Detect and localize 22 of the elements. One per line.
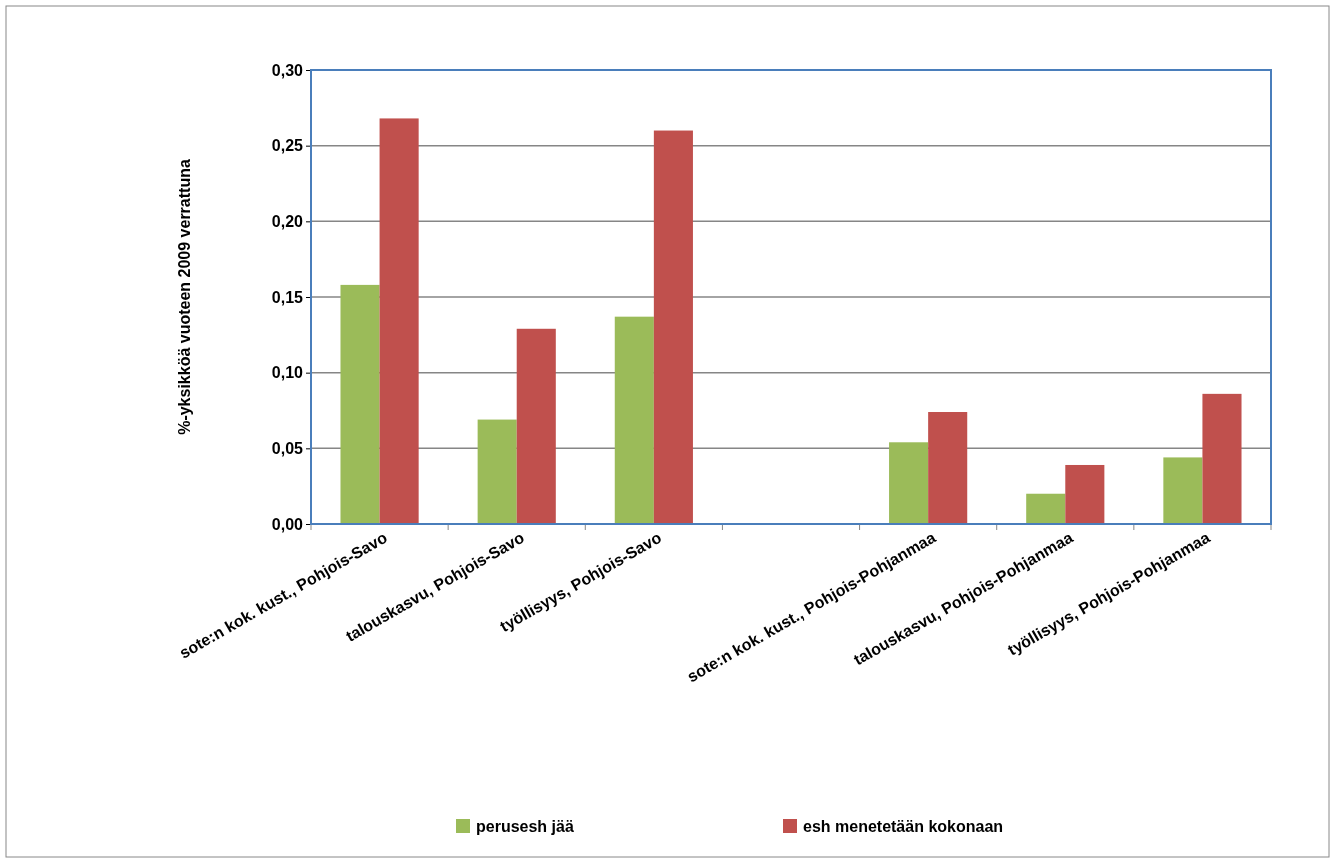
- y-tick-label: 0,25: [271, 137, 304, 155]
- y-tick-label: 0,00: [271, 515, 304, 533]
- y-tick-label: 0,20: [271, 212, 304, 230]
- bar: [340, 284, 380, 524]
- bar: [379, 118, 419, 524]
- y-axis-title: %-yksikköä vuoteen 2009 verrattuna: [176, 159, 193, 435]
- bar: [1065, 464, 1105, 524]
- bar: [928, 412, 968, 524]
- bar: [1163, 457, 1203, 524]
- y-tick-label: 0,10: [271, 364, 304, 382]
- bar: [653, 130, 693, 524]
- legend-label: esh menetetään kokonaan: [803, 817, 1004, 835]
- legend-label: perusesh jää: [476, 817, 574, 835]
- y-tick-label: 0,05: [271, 439, 304, 457]
- bar: [1202, 393, 1242, 524]
- bar: [516, 328, 556, 524]
- bar: [889, 442, 929, 524]
- bar: [614, 316, 654, 524]
- y-tick-label: 0,15: [271, 288, 304, 306]
- bar: [1026, 493, 1066, 524]
- bar: [477, 419, 517, 524]
- y-tick-label: 0,30: [271, 61, 304, 79]
